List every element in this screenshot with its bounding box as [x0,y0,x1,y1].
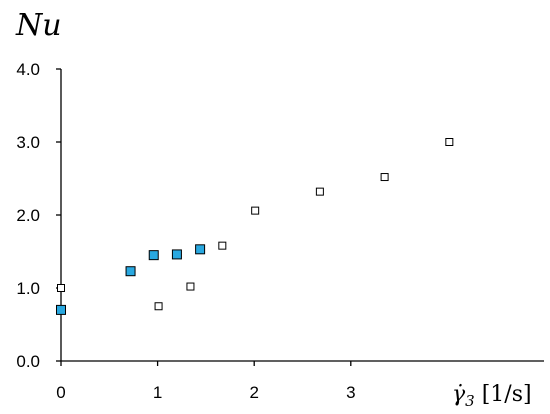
x-axis-title: γ̇3 [1/s] [452,382,532,410]
open-square-point [315,187,324,196]
open-square-point [380,173,389,182]
x-axis-unit: [1/s] [482,382,532,407]
filled-square-point [171,249,182,260]
x-tick-label: 0 [56,383,65,402]
open-square-point [57,284,65,292]
y-tick-label: 1.0 [16,279,40,298]
y-tick-label: 0.0 [16,352,40,371]
y-tick-label: 2.0 [16,206,40,225]
open-square-point [251,206,260,215]
x-tick-label: 3 [346,383,355,402]
x-axis-symbol: γ̇ [452,382,466,407]
tick-labels: 0.0 1.0 2.0 3.0 4.0 0 1 2 3 [16,60,355,402]
open-square-point [186,282,195,291]
filled-square-point [148,250,159,261]
x-tick-label: 1 [153,383,162,402]
y-axis-title: Nu [15,8,62,43]
open-square-point [445,138,454,146]
y-tick-label: 4.0 [16,60,40,79]
x-tick-label: 2 [249,383,258,402]
x-axis-subscript: 3 [465,392,475,410]
axes [56,68,544,366]
open-square-point [218,241,227,250]
y-tick-label: 3.0 [16,133,40,152]
filled-square-point [56,304,66,315]
data-points [56,138,454,315]
filled-square-point [195,244,206,255]
filled-square-point [125,266,136,277]
open-square-point [154,302,163,311]
